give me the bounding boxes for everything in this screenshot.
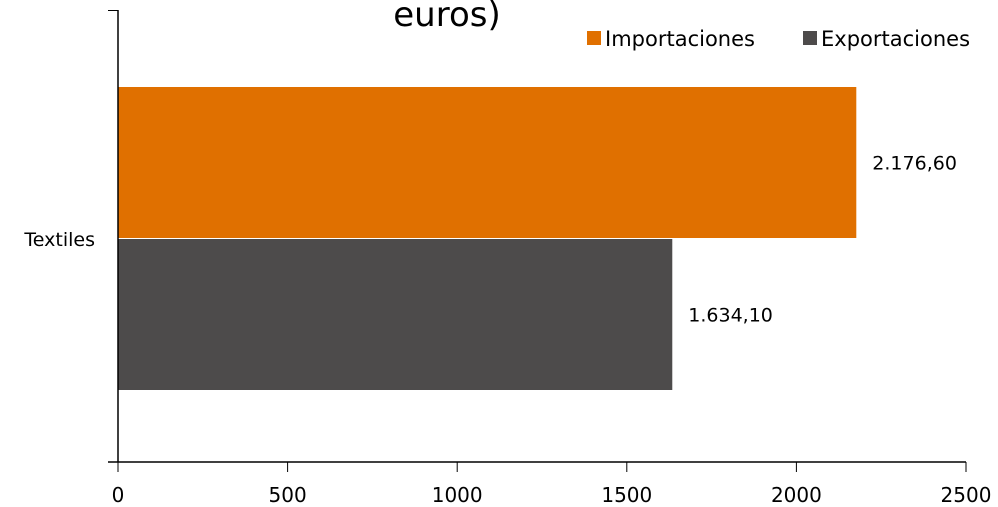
plot-area: 2.176,60 1.634,10 0 500 1000 1500 2000 2500 [108,10,991,507]
x-tick-label-0: 0 [112,483,125,507]
bar-exportaciones [118,239,673,390]
category-label: Textiles [23,229,95,251]
legend-label-exportaciones: Exportaciones [821,27,970,51]
legend-swatch-exportaciones [803,31,817,45]
legend-swatch-importaciones [587,31,601,45]
x-tick-label-1500: 1500 [601,483,652,507]
x-tick-label-500: 500 [269,483,307,507]
x-tick-label-2500: 2500 [941,483,992,507]
data-label-exportaciones: 1.634,10 [688,305,773,327]
legend: Importaciones Exportaciones [587,27,970,51]
legend-label-importaciones: Importaciones [605,27,755,51]
data-label-importaciones: 2.176,60 [872,153,957,175]
chart-title: euros) [393,0,500,35]
x-tick-label-1000: 1000 [432,483,483,507]
bar-importaciones [118,87,857,238]
x-tick-label-2000: 2000 [771,483,822,507]
